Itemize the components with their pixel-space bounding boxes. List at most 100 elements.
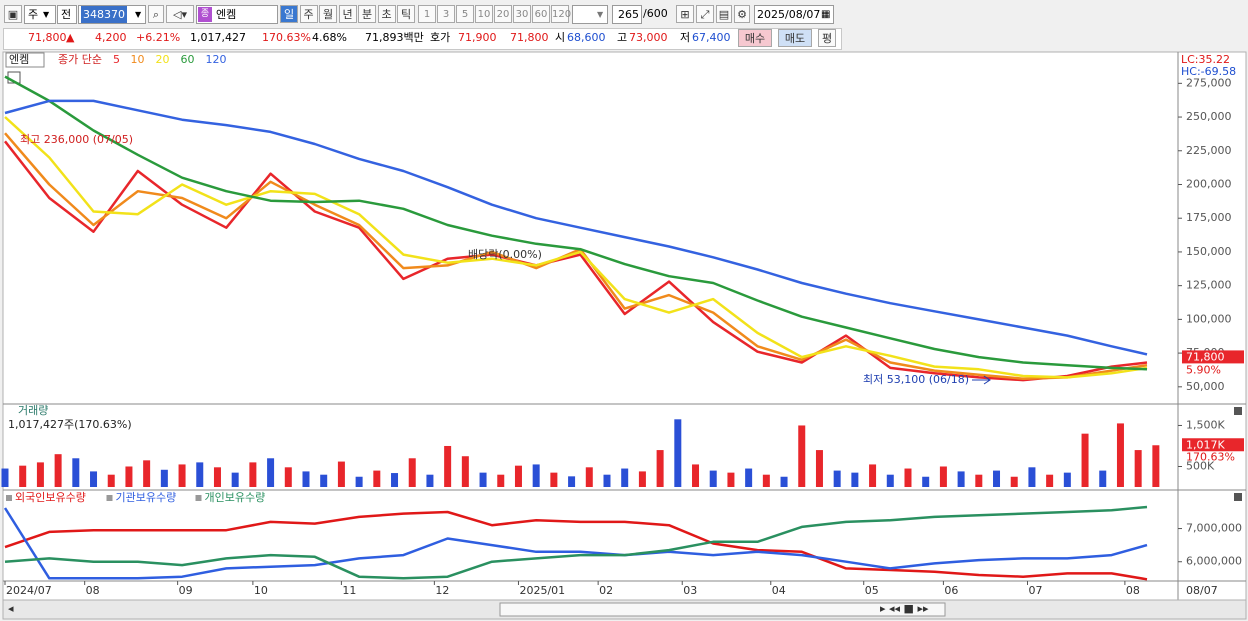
low-annotation: 최저 53,100 (06/18): [863, 373, 969, 386]
volume-bar: [36, 462, 44, 487]
volume-bar: [444, 445, 452, 487]
tool-button[interactable]: ⤢: [696, 5, 714, 23]
market-select[interactable]: 주 ▼: [24, 5, 56, 24]
volume-bar: [532, 464, 540, 487]
x-tick-label: 11: [342, 584, 356, 597]
date-input[interactable]: 2025/08/07 ▦: [754, 5, 834, 24]
menu-icon[interactable]: ▣: [4, 5, 22, 23]
low-label: 저: [680, 31, 691, 44]
interval-button[interactable]: 5: [456, 5, 474, 23]
volume-bar: [373, 470, 381, 487]
volume-bar: [1134, 450, 1142, 487]
date: 2025/08/07: [757, 8, 821, 21]
low: 67,400: [692, 31, 731, 44]
y-tick-label: 150,000: [1186, 245, 1232, 258]
count-input[interactable]: 265: [612, 5, 642, 24]
volume-bar: [745, 468, 753, 487]
y-tick-label: 275,000: [1186, 76, 1232, 89]
x-tick-label: 07: [1029, 584, 1043, 597]
period-button[interactable]: 년: [338, 5, 357, 23]
y-tick-label: 100,000: [1186, 312, 1232, 325]
volume-bar: [461, 456, 469, 487]
settings-button[interactable]: ⚙: [734, 5, 750, 23]
period-button[interactable]: 틱: [397, 5, 415, 23]
interval-button[interactable]: 10: [475, 5, 493, 23]
chart-background: [2, 51, 1247, 601]
y-tick-label: 6,000,000: [1186, 555, 1242, 568]
volume-bar: [249, 462, 257, 487]
last-price: 71,800: [1186, 350, 1225, 363]
scroll-thumb[interactable]: [499, 602, 946, 617]
interval-button[interactable]: 20: [494, 5, 512, 23]
name-box[interactable]: 종 엔켐: [196, 5, 278, 24]
volume-bar: [1099, 470, 1107, 487]
series-line: [4, 505, 1148, 580]
code-input[interactable]: 348370 ▼: [78, 5, 146, 24]
avg-button[interactable]: 평: [818, 29, 836, 47]
low-arrow: [972, 375, 991, 385]
interval-button[interactable]: 120: [551, 5, 571, 23]
calendar-icon: ▦: [821, 9, 831, 20]
volume-bar: [957, 471, 965, 487]
stock-name: 엔켐: [216, 8, 237, 21]
panel-close[interactable]: [1234, 407, 1242, 415]
volume-bar: [780, 476, 788, 487]
scroll-controls[interactable]: ▸ ◂◂ ■ ▸▸: [880, 602, 929, 615]
quote-bar: [3, 28, 842, 50]
x-tick-label: 2025/01: [519, 584, 565, 597]
volume-bar: [479, 472, 487, 487]
panel-close[interactable]: [1234, 493, 1242, 501]
volume-bar: [638, 471, 646, 487]
last-volume-box: [1182, 438, 1244, 452]
volume-bar: [284, 467, 292, 487]
interval-button[interactable]: 30: [513, 5, 531, 23]
high-label: 고: [617, 31, 628, 44]
series-line: [4, 99, 1148, 356]
buy-button[interactable]: 매수: [738, 29, 772, 47]
high: 73,000: [629, 31, 668, 44]
name-box: [5, 52, 45, 68]
volume-bar: [391, 473, 399, 487]
volume-bar: [692, 464, 700, 487]
period-button[interactable]: 주: [299, 5, 318, 23]
x-tick-label: 09: [179, 584, 193, 597]
mode-select[interactable]: 전: [57, 5, 77, 24]
search-button[interactable]: ⌕: [148, 5, 164, 23]
period-button[interactable]: 초: [377, 5, 396, 23]
y-tick-label: 1,500K: [1186, 418, 1225, 431]
volume-bar: [815, 450, 823, 487]
last-volume: 1,017K: [1186, 438, 1225, 451]
y-tick-label: 125,000: [1186, 279, 1232, 292]
interval-button[interactable]: 3: [437, 5, 455, 23]
period-button[interactable]: 일: [280, 5, 298, 23]
interval-button[interactable]: 1: [418, 5, 436, 23]
volume-bar: [869, 464, 877, 487]
volume-bar: [408, 458, 416, 487]
y-tick-label: 225,000: [1186, 144, 1232, 157]
volume-bar: [833, 470, 841, 487]
volume-bar: [160, 469, 168, 487]
sound-button[interactable]: ◁▾: [166, 5, 194, 23]
dropdown-arrow: ▼: [43, 10, 50, 19]
interval-select[interactable]: ▼: [572, 5, 608, 24]
scroll-left-arrow[interactable]: ◂: [8, 602, 14, 615]
open: 68,600: [567, 31, 606, 44]
period-button[interactable]: 분: [358, 5, 376, 23]
volume-bar: [1116, 423, 1124, 487]
volume-bar: [709, 470, 717, 487]
tool-button[interactable]: ⊞: [676, 5, 694, 23]
period-button[interactable]: 월: [319, 5, 337, 23]
volume-bar: [975, 474, 983, 487]
volume-bar: [851, 472, 859, 487]
volume-bar: [497, 474, 505, 487]
interval-button[interactable]: 60: [532, 5, 550, 23]
volume-bar: [1, 468, 9, 487]
volume-bar: [178, 464, 186, 487]
volume-bar: [1063, 472, 1071, 487]
save-button[interactable]: ▤: [716, 5, 732, 23]
series-line: [4, 510, 1148, 581]
y-tick-label: 250,000: [1186, 110, 1232, 123]
sell-button[interactable]: 매도: [778, 29, 812, 47]
series-line: [4, 116, 1148, 379]
